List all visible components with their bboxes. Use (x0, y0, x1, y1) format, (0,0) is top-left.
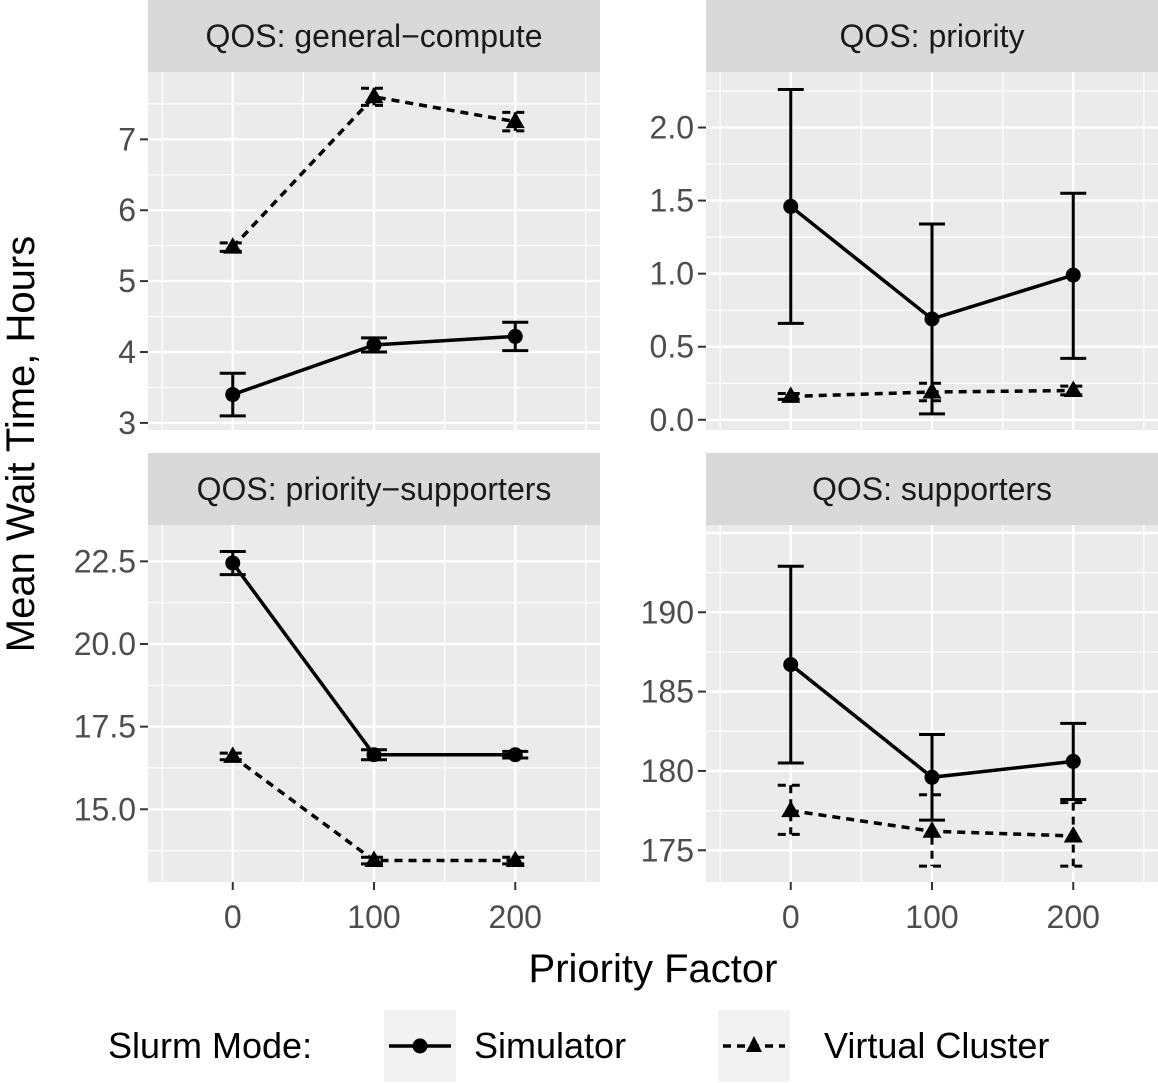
series-virtual-cluster (777, 380, 1087, 403)
facet-strip-label: QOS: priority (840, 18, 1025, 54)
facet-strip (148, 0, 600, 72)
data-point-circle (924, 311, 940, 327)
legend-entry-simulator: Simulator (474, 1025, 626, 1066)
series-line (231, 94, 516, 249)
x-tick-label: 200 (489, 899, 542, 935)
y-tick-label: 2.0 (650, 110, 694, 146)
data-point-triangle (781, 800, 801, 818)
y-tick-label: 1.5 (650, 183, 694, 219)
series-simulator (219, 320, 529, 418)
y-tick-label: 185 (641, 674, 694, 710)
legend: Slurm Mode: Simulator Virtual Cluster (108, 1010, 1049, 1082)
facet-panel-3: QOS: priority−supporters 15.0 17.5 20.0 22.5… (74, 453, 600, 935)
y-tick-label: 20.0 (74, 626, 136, 662)
data-point-circle (783, 198, 799, 214)
facet-strip-label: QOS: general−compute (205, 18, 542, 54)
facet-strip-label: QOS: priority−supporters (197, 471, 552, 507)
y-tick-label: 17.5 (74, 709, 136, 745)
data-point-triangle (922, 821, 942, 838)
y-tick-label: 1.0 (650, 256, 694, 292)
data-point-circle (783, 657, 799, 673)
x-tick-label: 100 (905, 899, 958, 935)
data-point-circle (507, 328, 523, 344)
legend-point-circle (412, 1038, 428, 1054)
y-tick-label: 7 (118, 121, 136, 157)
data-point-triangle (1063, 380, 1083, 398)
facet-strip-label: QOS: supporters (812, 471, 1052, 507)
data-point-triangle (505, 850, 525, 868)
data-point-circle (507, 747, 523, 763)
x-axis-title: Priority Factor (529, 947, 778, 991)
y-tick-label: 180 (641, 753, 694, 789)
error-bar (777, 783, 804, 836)
data-point-triangle (922, 382, 942, 399)
data-point-triangle (1063, 825, 1083, 843)
facet-panel-4: QOS: supporters 175 180 185 190 0 100 200 (641, 453, 1158, 935)
x-tick-label: 0 (782, 899, 800, 935)
series-virtual-cluster (777, 783, 1087, 868)
x-tick-label: 200 (1047, 899, 1100, 935)
y-tick-label: 22.5 (74, 543, 136, 579)
data-point-circle (225, 555, 241, 571)
legend-title: Slurm Mode: (108, 1025, 312, 1066)
data-point-triangle (781, 386, 801, 403)
y-axis-title: Mean Wait Time, Hours (0, 236, 43, 652)
data-point-triangle (364, 850, 384, 868)
data-point-triangle (505, 111, 525, 129)
data-point-circle (924, 769, 940, 785)
legend-entry-virtual-cluster: Virtual Cluster (824, 1025, 1049, 1066)
y-tick-label: 0.0 (650, 402, 694, 438)
data-point-triangle (364, 86, 384, 104)
facet-strip (148, 453, 600, 525)
data-point-triangle (223, 746, 243, 763)
data-point-circle (225, 387, 241, 403)
series-simulator (777, 88, 1087, 416)
facet-panel-2: QOS: priority 0.0 0.5 1.0 1.5 2.0 (650, 0, 1158, 438)
data-point-circle (1065, 267, 1081, 283)
y-tick-label: 15.0 (74, 791, 136, 827)
x-tick-label: 0 (224, 899, 242, 935)
y-tick-label: 6 (118, 192, 136, 228)
data-point-circle (366, 337, 382, 353)
facet-panel-1: QOS: general−compute 3 4 5 6 7 (118, 0, 600, 441)
facet-strip (706, 0, 1158, 72)
facet-strip (706, 453, 1158, 525)
x-tick-label: 100 (347, 899, 400, 935)
y-tick-label: 0.5 (650, 329, 694, 365)
series-simulator (777, 564, 1087, 822)
series-simulator (219, 549, 529, 763)
data-point-triangle (223, 237, 243, 254)
y-tick-label: 4 (118, 334, 136, 370)
data-point-circle (366, 747, 382, 763)
y-tick-label: 5 (118, 263, 136, 299)
series-virtual-cluster (219, 86, 529, 254)
legend-point-triangle (746, 1036, 762, 1052)
y-tick-label: 175 (641, 832, 694, 868)
y-tick-label: 190 (641, 594, 694, 630)
series-virtual-cluster (219, 746, 529, 868)
y-tick-label: 3 (118, 405, 136, 441)
data-point-circle (1065, 753, 1081, 769)
